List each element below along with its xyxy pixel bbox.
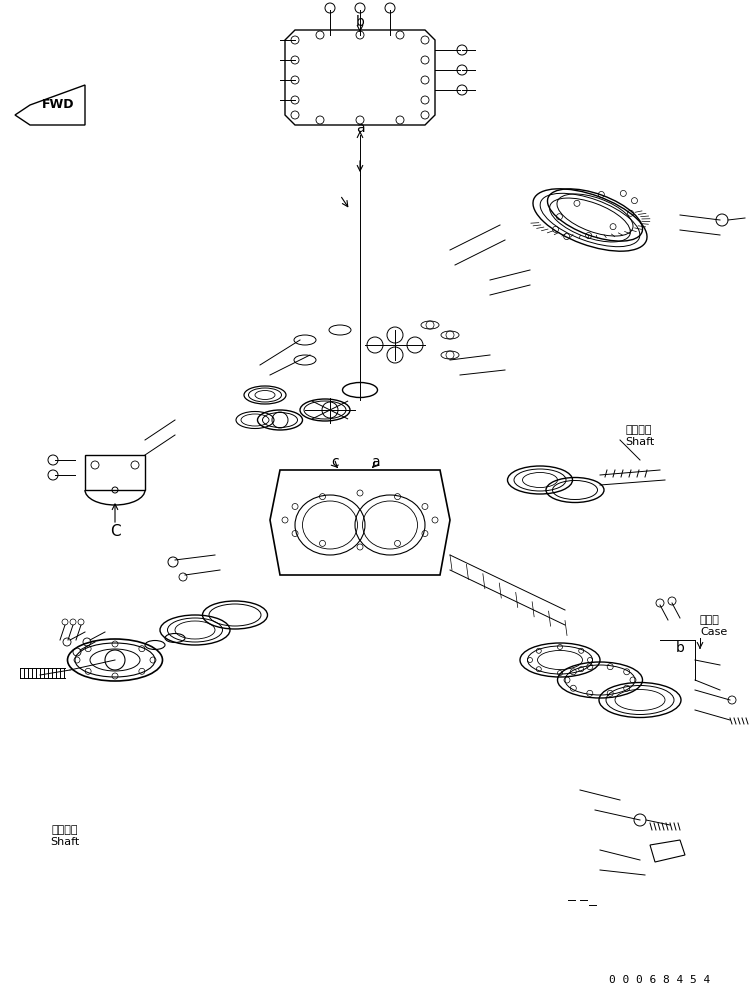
Text: c: c — [331, 455, 339, 469]
Text: シャフト: シャフト — [52, 825, 78, 835]
Text: Shaft: Shaft — [51, 837, 80, 847]
Text: a: a — [356, 121, 364, 135]
Text: FWD: FWD — [41, 98, 74, 111]
Text: C: C — [109, 524, 121, 539]
Text: b: b — [356, 15, 364, 29]
Text: Shaft: Shaft — [625, 437, 654, 447]
Text: a: a — [371, 455, 379, 469]
Text: Case: Case — [700, 627, 728, 637]
Text: シャフト: シャフト — [625, 425, 651, 435]
Text: 0 0 0 6 8 4 5 4: 0 0 0 6 8 4 5 4 — [609, 975, 710, 985]
Text: b: b — [676, 641, 685, 655]
Text: ケース: ケース — [700, 615, 720, 625]
